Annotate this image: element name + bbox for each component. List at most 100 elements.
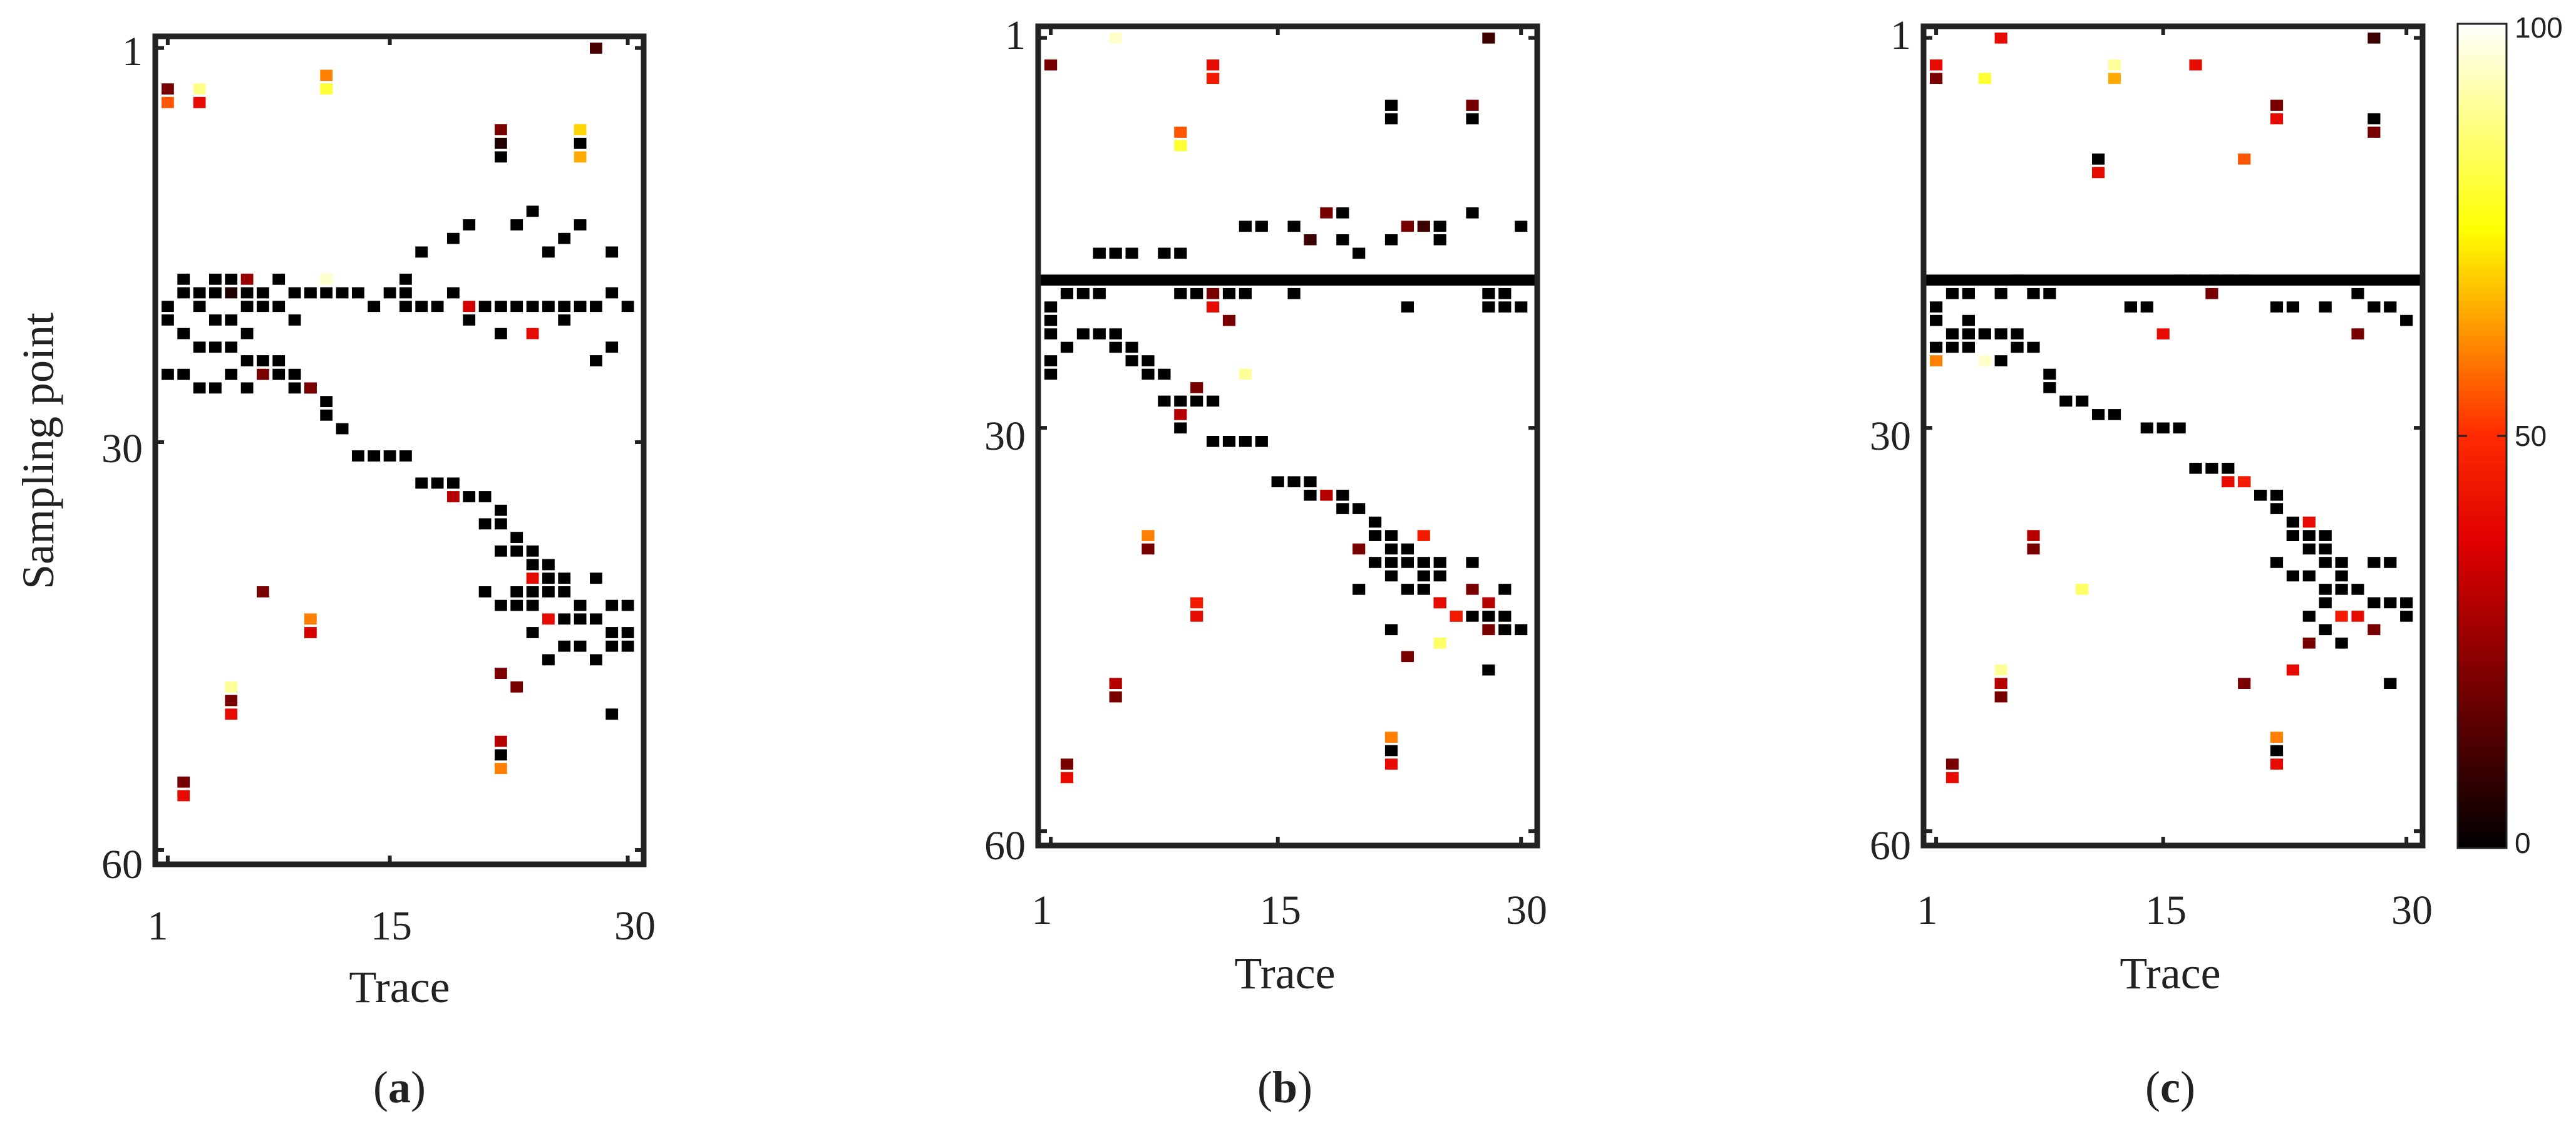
heatmap-cell bbox=[558, 640, 571, 652]
heatmap-cell bbox=[574, 599, 587, 611]
heatmap-cell bbox=[463, 219, 476, 230]
heatmap-cell bbox=[240, 382, 254, 394]
heatmap-cell bbox=[2270, 745, 2284, 757]
x-axis-label: Trace bbox=[1234, 948, 1335, 998]
heatmap-cell bbox=[1109, 341, 1122, 353]
heatmap-cell bbox=[257, 368, 269, 380]
heatmap-cell bbox=[304, 627, 317, 638]
heatmap-cell bbox=[2043, 382, 2056, 393]
heatmap-cell bbox=[1109, 247, 1122, 259]
heatmap-cell bbox=[590, 301, 602, 313]
heatmap-cell bbox=[495, 328, 507, 339]
heatmap-cell bbox=[1174, 395, 1187, 407]
heatmap-cell bbox=[495, 749, 507, 761]
heatmap-cell bbox=[240, 355, 254, 366]
heatmap-cell bbox=[225, 695, 238, 706]
heatmap-cell bbox=[225, 708, 238, 720]
heatmap-cell bbox=[2270, 732, 2284, 743]
heatmap-cell bbox=[1239, 220, 1252, 232]
heatmap-cell bbox=[2302, 611, 2316, 622]
heatmap-cell bbox=[177, 368, 190, 380]
heatmap-cell bbox=[1994, 328, 2007, 339]
heatmap-cell bbox=[2351, 584, 2364, 595]
heatmap-cell bbox=[1450, 611, 1463, 622]
heatmap-cell bbox=[1304, 476, 1317, 487]
heatmap-cell bbox=[162, 96, 174, 108]
heatmap-cell bbox=[257, 355, 269, 366]
heatmap-cell bbox=[1962, 328, 1975, 339]
heatmap-cell bbox=[526, 205, 539, 217]
heatmap-cell bbox=[574, 219, 587, 230]
heatmap-cell bbox=[510, 599, 523, 611]
heatmap-cell bbox=[240, 328, 254, 339]
heatmap-cell bbox=[2302, 530, 2316, 541]
heatmap-cell bbox=[558, 613, 571, 625]
heatmap-cell bbox=[558, 572, 571, 584]
heatmap-cell bbox=[1369, 557, 1382, 568]
heatmap-cells bbox=[162, 43, 634, 802]
heatmap-cell bbox=[2270, 113, 2284, 125]
heatmap-cell bbox=[177, 328, 190, 339]
heatmap-cell bbox=[1060, 341, 1074, 353]
heatmap-cell bbox=[447, 232, 460, 244]
heatmap-cell bbox=[2238, 678, 2251, 689]
heatmap-cell bbox=[1207, 395, 1220, 407]
heatmap-cell bbox=[463, 301, 476, 313]
heatmap-cell bbox=[1401, 220, 1414, 232]
heatmap-cell bbox=[1482, 301, 1495, 313]
heatmap-cell bbox=[193, 341, 206, 353]
heatmap-cell bbox=[1401, 301, 1414, 313]
heatmap-cell bbox=[257, 586, 269, 598]
heatmap-cell bbox=[2400, 611, 2413, 622]
heatmap-cell bbox=[542, 613, 555, 625]
heatmap-cell bbox=[1994, 355, 2007, 366]
panel-caption-c: (c) bbox=[2145, 1062, 2195, 1112]
heatmap-cell bbox=[1222, 287, 1236, 299]
heatmap-cell bbox=[162, 368, 174, 380]
heatmap-cell bbox=[1093, 247, 1106, 259]
heatmap-cell bbox=[1141, 368, 1155, 380]
heatmap-cell bbox=[1482, 33, 1495, 44]
heatmap-cell bbox=[463, 491, 476, 502]
x-tick-label: 1 bbox=[1032, 887, 1053, 933]
heatmap-cell bbox=[1945, 341, 1959, 353]
heatmap-cell bbox=[193, 382, 206, 394]
heatmap-cell bbox=[1962, 314, 1975, 326]
heatmap-cell bbox=[320, 83, 333, 95]
heatmap-cell bbox=[526, 572, 539, 584]
x-axis-label: Trace bbox=[349, 962, 450, 1012]
heatmap-cell bbox=[2270, 503, 2284, 514]
heatmap-cell bbox=[225, 314, 238, 326]
y-tick-label: 60 bbox=[984, 823, 1026, 869]
heatmap-cell bbox=[431, 301, 444, 313]
heatmap-cell bbox=[1109, 33, 1122, 44]
heatmap-cell bbox=[2367, 33, 2381, 44]
heatmap-cell bbox=[574, 151, 587, 163]
colorbar: 0 50 100 bbox=[2456, 11, 2563, 859]
heatmap-cell bbox=[2027, 341, 2040, 353]
heatmap-cell bbox=[1239, 368, 1252, 380]
heatmap-cell bbox=[1336, 207, 1349, 219]
heatmap-cell bbox=[288, 314, 301, 326]
heatmap-cell bbox=[2011, 328, 2024, 339]
heatmap-cell bbox=[304, 613, 317, 625]
panel-a: 1 30 60 1 15 30 Trace Sampling point (a) bbox=[13, 29, 656, 1112]
heatmap-cell bbox=[2400, 597, 2413, 609]
heatmap-cell bbox=[1930, 301, 1943, 313]
x-axis-label: Trace bbox=[2120, 948, 2220, 998]
heatmap-cell bbox=[1093, 287, 1106, 299]
heatmap-cell bbox=[1336, 234, 1349, 246]
heatmap-cell bbox=[590, 355, 602, 366]
heatmap-cell bbox=[2351, 328, 2364, 339]
heatmap-cell bbox=[1482, 611, 1495, 622]
heatmap-cell bbox=[2286, 516, 2299, 528]
heatmap-cell bbox=[415, 477, 428, 489]
heatmap-cell bbox=[1417, 557, 1430, 568]
heatmap-cell bbox=[478, 301, 492, 313]
plot-frame bbox=[152, 33, 647, 867]
heatmap-cell bbox=[2092, 409, 2105, 420]
panel-caption-b: (b) bbox=[1257, 1062, 1312, 1112]
heatmap-cell bbox=[2319, 530, 2332, 541]
heatmap-cell bbox=[1482, 287, 1495, 299]
heatmap-cell bbox=[1498, 624, 1512, 636]
